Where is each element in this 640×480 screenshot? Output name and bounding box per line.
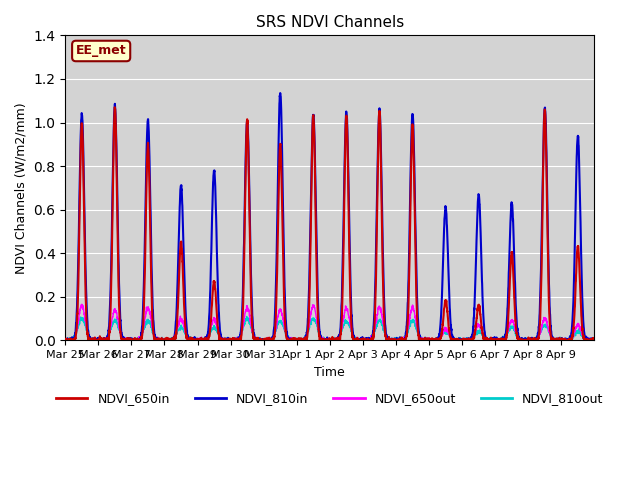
X-axis label: Time: Time xyxy=(314,366,345,379)
Legend: NDVI_650in, NDVI_810in, NDVI_650out, NDVI_810out: NDVI_650in, NDVI_810in, NDVI_650out, NDV… xyxy=(51,387,609,410)
Text: EE_met: EE_met xyxy=(76,45,127,58)
Title: SRS NDVI Channels: SRS NDVI Channels xyxy=(255,15,404,30)
Y-axis label: NDVI Channels (W/m2/mm): NDVI Channels (W/m2/mm) xyxy=(15,102,28,274)
